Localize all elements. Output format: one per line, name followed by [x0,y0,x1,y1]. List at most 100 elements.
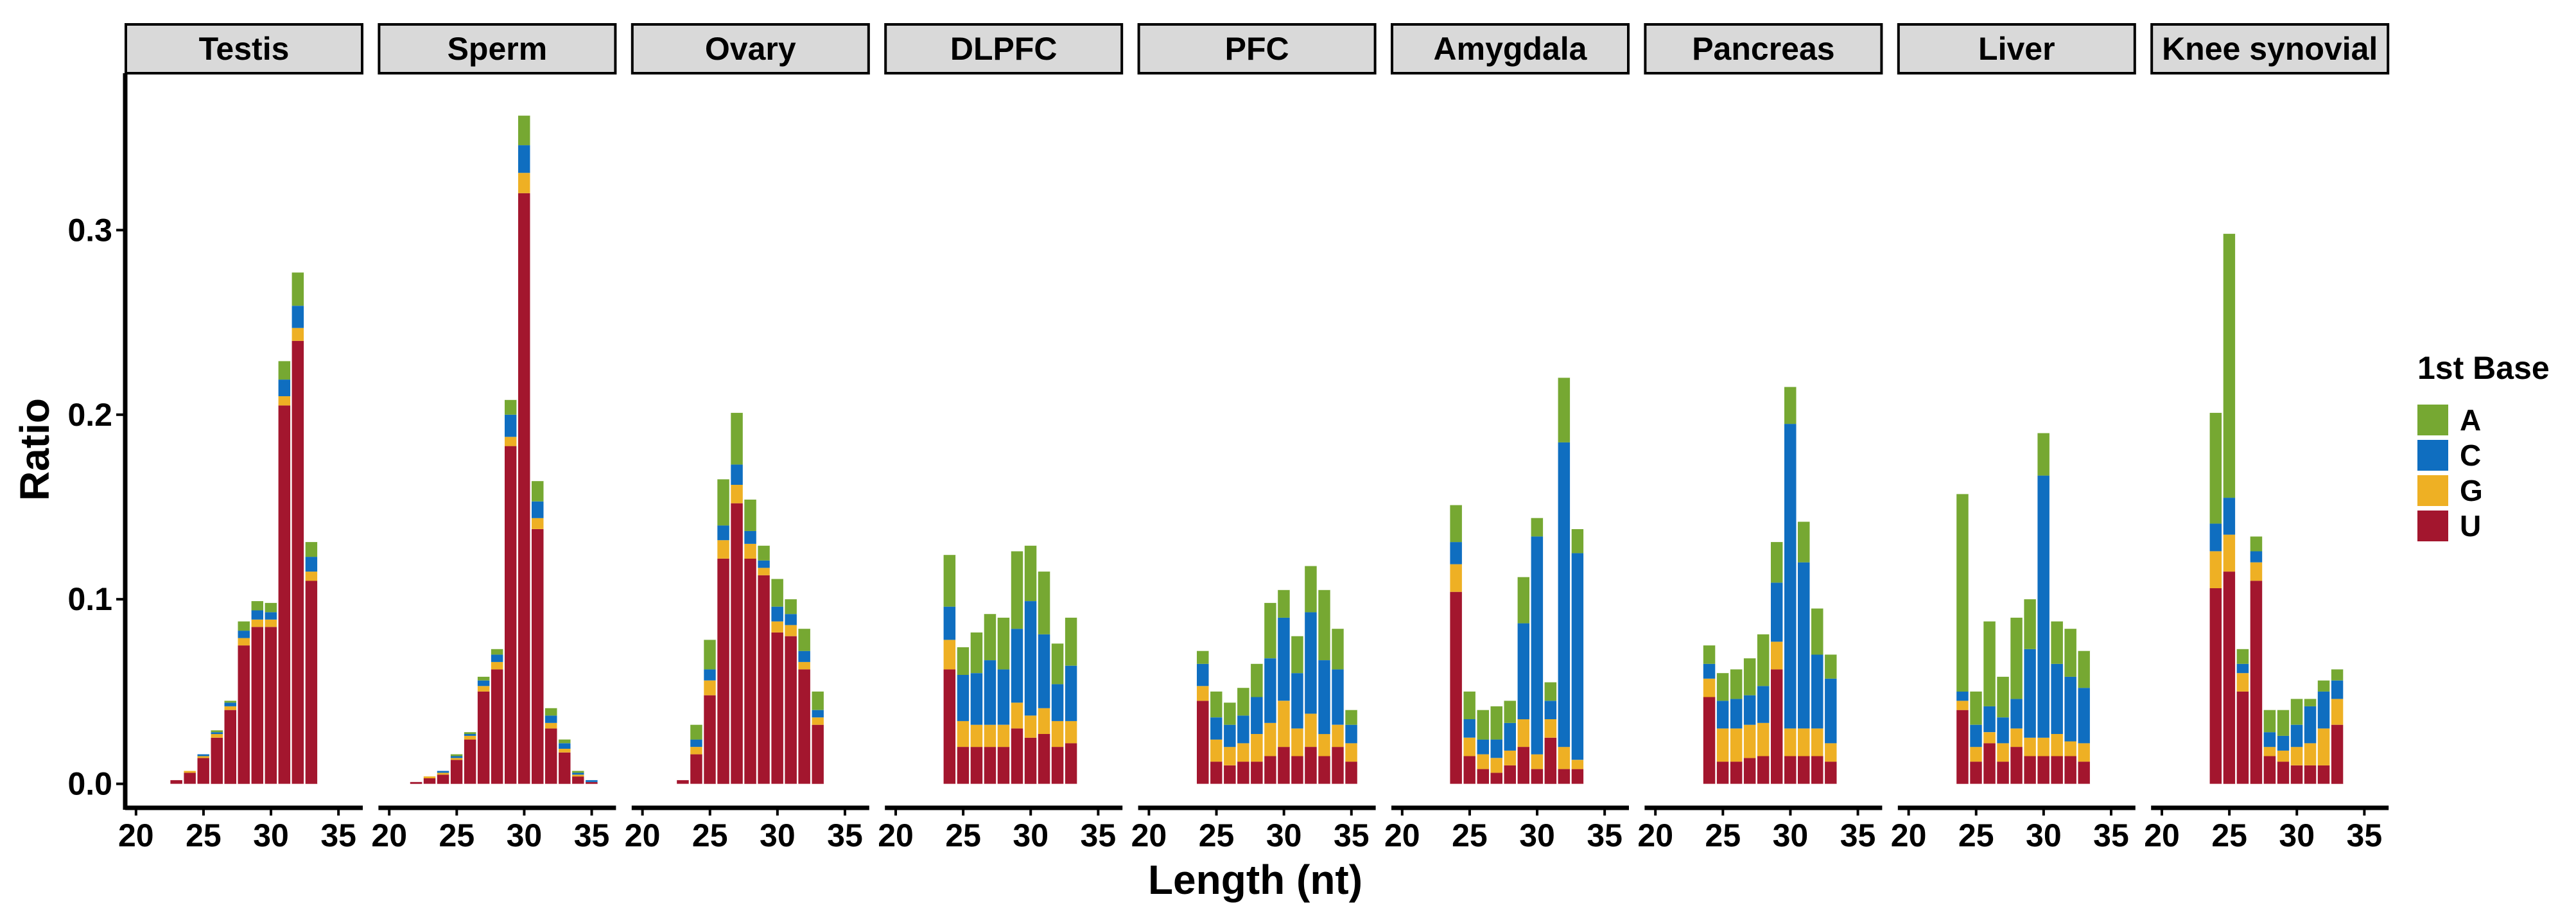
bar-pancreas-30-C [1784,424,1797,729]
bar-testis-32-A [292,272,304,306]
bar-sperm-30-A [518,116,530,146]
bar-amygdala-32-C [1558,442,1571,747]
bar-ovary-31-C [785,614,797,625]
bar-sperm-22-U [410,782,422,784]
bar-liver-26-U [1983,743,1996,784]
bar-liver-24-G [1956,701,1969,710]
bar-pancreas-30-U [1784,756,1797,784]
bar-ovary-31-U [785,636,797,784]
bar-liver-29-U [2024,756,2037,784]
bar-knee-synovial-28-C [2263,732,2276,747]
bar-sperm-32-C [545,715,557,723]
bar-knee-synovial-32-U [2317,765,2330,784]
bar-pancreas-33-A [1825,654,1837,679]
bar-testis-28-C [238,631,250,638]
x-tick-label: 30 [2026,817,2062,853]
bar-testis-31-A [278,361,291,380]
bar-knee-synovial-26-U [2236,691,2249,784]
bar-ovary-25-U [704,695,717,784]
bar-liver-26-A [1983,621,1996,706]
bar-pfc-24-U [1197,701,1209,784]
bar-pancreas-28-G [1757,722,1770,756]
facet-label-ovary: Ovary [705,31,796,67]
bar-pfc-26-G [1224,747,1236,765]
bar-pfc-32-G [1305,713,1318,747]
bar-pancreas-29-G [1771,642,1783,670]
bar-sperm-23-U [423,778,436,784]
x-tick-label: 35 [2093,817,2129,853]
bar-ovary-29-U [758,575,770,784]
bar-pfc-27-C [1237,715,1249,744]
bar-pfc-26-U [1224,765,1236,784]
bar-sperm-25-C [450,756,463,758]
bar-sperm-28-U [491,669,503,784]
bar-dlpfc-27-A [984,614,996,661]
bar-testis-29-U [251,627,264,784]
y-tick-label: 0.3 [67,212,112,248]
bar-sperm-24-C [437,771,449,773]
bar-testis-26-G [211,734,223,738]
bar-pfc-30-U [1278,747,1291,784]
bar-pancreas-25-A [1716,673,1729,701]
bar-pfc-35-C [1345,724,1358,744]
bar-dlpfc-30-U [1024,737,1037,784]
bar-testis-28-G [238,638,250,646]
bar-pfc-24-C [1197,663,1209,686]
bar-amygdala-31-U [1544,737,1557,784]
bar-ovary-26-C [717,525,730,541]
bar-knee-synovial-26-A [2236,649,2249,664]
bar-testis-31-U [278,405,291,784]
bar-testis-25-G [197,756,210,758]
bar-sperm-33-C [559,743,571,749]
bar-knee-synovial-24-U [2209,588,2222,784]
bar-sperm-27-U [477,691,490,784]
bar-ovary-27-A [731,412,744,465]
bar-pfc-29-C [1264,658,1277,723]
bar-pancreas-27-U [1743,758,1756,784]
x-tick-label: 20 [1131,817,1167,853]
bar-pfc-26-C [1224,724,1236,747]
bar-dlpfc-24-U [943,669,956,784]
bar-pancreas-29-U [1771,669,1783,784]
bar-sperm-32-A [545,708,557,716]
bar-dlpfc-31-A [1038,572,1050,634]
bar-liver-27-G [1997,743,2010,762]
bar-sperm-30-U [518,193,530,784]
bar-dlpfc-33-G [1065,720,1077,744]
bar-amygdala-33-U [1571,769,1584,784]
bar-liver-33-C [2078,688,2091,744]
bar-testis-26-C [211,732,223,735]
bar-dlpfc-26-G [970,724,983,747]
bar-pancreas-27-C [1743,695,1756,725]
legend-label-U: U [2460,509,2481,543]
bar-pancreas-24-C [1703,663,1716,679]
bar-sperm-31-U [532,529,544,784]
bar-liver-26-C [1983,706,1996,733]
x-tick-label: 20 [625,817,661,853]
bar-knee-synovial-32-C [2317,691,2330,729]
bars-layer [170,116,2345,784]
bar-knee-synovial-31-G [2304,743,2317,765]
bar-liver-32-G [2064,741,2077,756]
bar-amygdala-24-G [1450,564,1463,592]
bar-liver-29-A [2024,599,2037,649]
bar-testis-31-C [278,380,291,396]
bar-testis-29-C [251,610,264,620]
bar-pfc-35-G [1345,743,1358,762]
bar-knee-synovial-33-G [2331,699,2344,725]
bar-liver-32-A [2064,629,2077,677]
bar-liver-24-U [1956,710,1969,784]
bar-pancreas-26-A [1730,669,1743,699]
x-tick-label: 35 [827,817,863,853]
bar-sperm-24-U [437,774,449,784]
bar-sperm-25-A [450,754,463,756]
x-axes: 20 25 30 35 20 25 30 35 20 25 30 35 20 25 30 35 20 25 30 35… [118,805,2389,853]
bar-ovary-33-G [812,717,824,725]
bar-pfc-25-G [1210,739,1223,762]
bar-amygdala-25-G [1463,737,1476,756]
bar-dlpfc-32-G [1051,720,1064,747]
facet-strip-amygdala [1391,23,1630,74]
bar-knee-synovial-30-G [2290,747,2303,765]
bar-amygdala-30-A [1531,518,1544,537]
bar-sperm-30-C [518,145,530,173]
